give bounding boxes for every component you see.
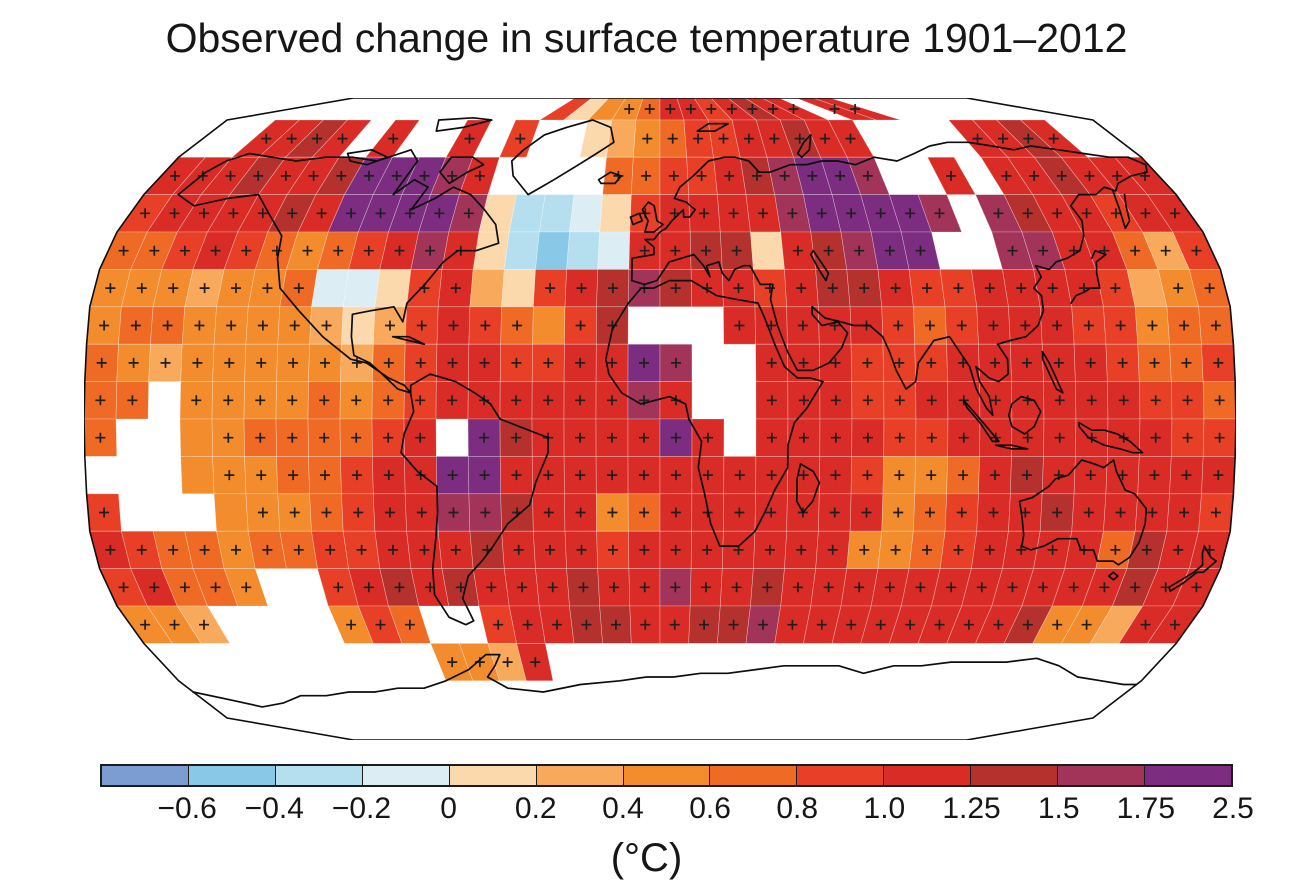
colorbar-tick-label: 0 (440, 792, 457, 825)
colorbar-segment (710, 766, 798, 785)
temperature-grid (84, 98, 1236, 682)
colorbar-tick-label: 2.5 (1212, 792, 1254, 825)
colorbar-tick-label: −0.4 (244, 792, 304, 825)
coastlines (177, 116, 1218, 708)
colorbar-segment (884, 766, 972, 785)
colorbar-tick-labels: −0.6 −0.4 −0.2 0 0.2 0.4 0.6 0.8 1.0 1.25 1.5 1.75 2… (0, 792, 1293, 826)
colorbar-tick-label: 0.6 (689, 792, 731, 825)
colorbar-segment (1058, 766, 1146, 785)
colorbar-tick-label: 1.75 (1116, 792, 1176, 825)
colorbar-segment (1145, 766, 1231, 785)
colorbar-segment (623, 766, 711, 785)
colorbar-tick-label: −0.6 (157, 792, 217, 825)
colorbar-segment (102, 766, 189, 785)
colorbar-tick-label: −0.2 (331, 792, 392, 825)
colorbar-tick-label: 0.8 (776, 792, 819, 825)
colorbar (100, 764, 1233, 787)
colorbar-segment (536, 766, 624, 785)
colorbar-segment (797, 766, 885, 785)
colorbar-segment (449, 766, 537, 785)
colorbar-tick-label: 1.0 (863, 792, 906, 825)
colorbar-segment (362, 766, 450, 785)
colorbar-tick-label: 1.5 (1037, 792, 1080, 825)
colorbar-tick-label: 0.4 (602, 792, 644, 825)
figure-title: Observed change in surface temperature 1… (165, 15, 1128, 61)
colorbar-tick-label: 0.2 (514, 792, 557, 825)
projection-outline (84, 98, 1236, 740)
colorbar-segment (971, 766, 1059, 785)
colorbar-segment (275, 766, 363, 785)
significance-plus-marks (95, 104, 1225, 668)
world-map (84, 98, 1236, 740)
colorbar-tick-label: 1.25 (942, 792, 1001, 825)
colorbar-unit-label: (°C) (610, 836, 683, 880)
colorbar-segment (188, 766, 276, 785)
